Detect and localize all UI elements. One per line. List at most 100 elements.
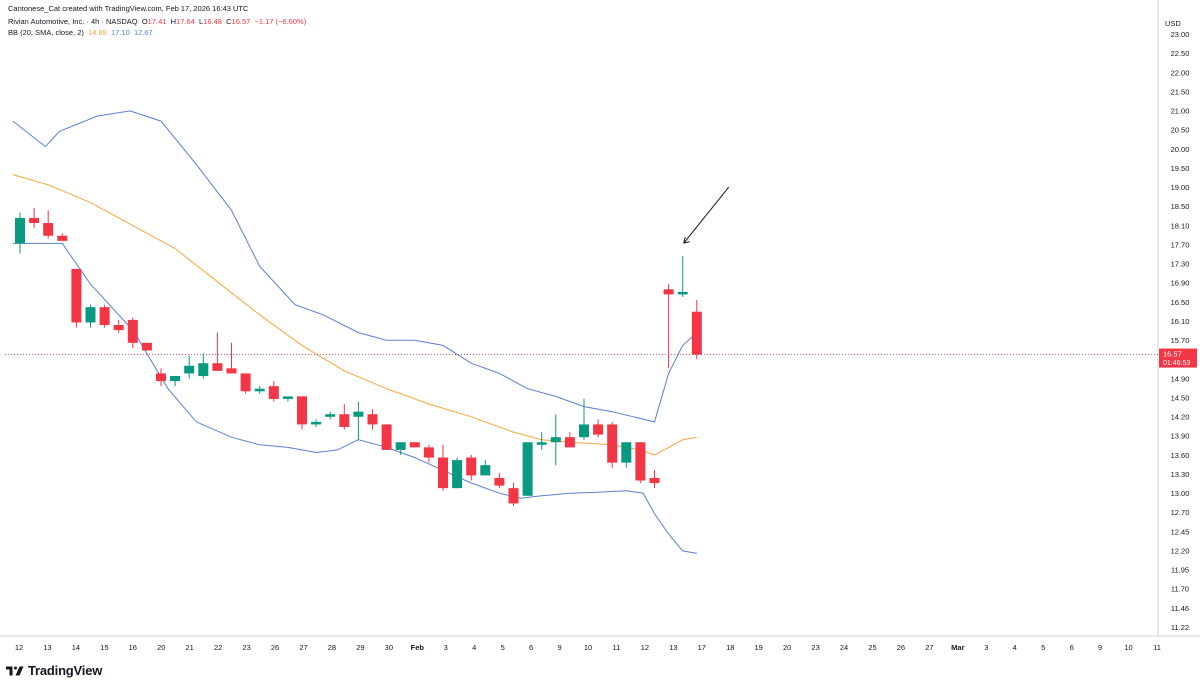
y-tick-label: 16.10 xyxy=(1171,317,1190,326)
y-tick-label: 11.46 xyxy=(1171,604,1189,613)
candle-body xyxy=(254,388,265,392)
y-tick-label: 13.00 xyxy=(1171,489,1190,498)
x-tick-label: 24 xyxy=(840,643,848,652)
candle-body xyxy=(226,368,237,374)
candle-body xyxy=(593,424,604,435)
candle-body xyxy=(43,223,54,236)
x-tick-label: 27 xyxy=(925,643,933,652)
candle-body xyxy=(564,437,575,448)
y-tick-label: 18.10 xyxy=(1171,221,1190,230)
brand-name: TradingView xyxy=(28,663,103,678)
tradingview-logo[interactable]: TradingView xyxy=(6,663,102,678)
y-tick-label: 23.00 xyxy=(1171,30,1190,39)
bb-lower-line xyxy=(12,242,697,554)
bb-upper-line xyxy=(12,110,698,423)
candle-body xyxy=(99,307,110,325)
x-tick-label: 21 xyxy=(186,643,194,652)
candle-body xyxy=(212,363,223,371)
bb-basis-value: 14.89 xyxy=(88,28,107,37)
x-tick-label: 10 xyxy=(1124,643,1132,652)
x-tick-label: 18 xyxy=(726,643,734,652)
x-tick-label: 22 xyxy=(214,643,222,652)
candle-body xyxy=(141,342,152,351)
y-tick-label: 19.50 xyxy=(1171,164,1190,173)
y-tick-label: 15.70 xyxy=(1171,336,1190,345)
y-tick-label: 16.90 xyxy=(1171,279,1190,288)
y-tick-label: 11.70 xyxy=(1171,585,1189,594)
candle-body xyxy=(423,447,434,458)
x-tick-label: 30 xyxy=(385,643,393,652)
high-label: H xyxy=(170,17,177,26)
candle-body xyxy=(198,363,209,376)
x-tick-label: 11 xyxy=(613,643,621,652)
x-tick-label: 6 xyxy=(1070,643,1074,652)
y-tick-label: 18.50 xyxy=(1171,202,1190,211)
candle-body xyxy=(353,411,364,417)
last-price-tag xyxy=(1159,348,1197,368)
y-tick-label: 22.00 xyxy=(1171,68,1190,77)
y-tick-label: 20.00 xyxy=(1171,145,1190,154)
y-tick-label: 13.90 xyxy=(1171,432,1190,441)
bb-label[interactable]: BB (20, SMA, close, 2) xyxy=(8,28,84,37)
x-tick-label: 15 xyxy=(100,643,108,652)
candle-body xyxy=(621,442,632,463)
y-tick-label: 22.50 xyxy=(1171,49,1190,58)
low-value: 16.48 xyxy=(203,17,222,26)
x-tick-label: 19 xyxy=(755,643,763,652)
candle-body xyxy=(649,477,660,484)
candle-body xyxy=(156,373,166,382)
tradingview-logo-icon xyxy=(6,666,24,675)
x-tick-label: 23 xyxy=(242,643,250,652)
candle-body xyxy=(367,414,378,425)
x-tick-label: 9 xyxy=(1098,643,1102,652)
y-tick-label: 12.45 xyxy=(1171,527,1190,536)
x-tick-label: 23 xyxy=(811,643,819,652)
y-tick-label: 16.50 xyxy=(1171,298,1190,307)
symbol-name[interactable]: Rivian Automotive, Inc. · 4h · NASDAQ xyxy=(8,17,138,26)
candle-body xyxy=(311,421,322,425)
candle-body xyxy=(395,442,406,450)
change-value: −1.17 (−6.60%) xyxy=(254,17,307,26)
open-label: O xyxy=(141,17,148,26)
candle-body xyxy=(452,460,463,489)
x-tick-label: 26 xyxy=(897,643,905,652)
x-tick-label: 14 xyxy=(72,643,80,652)
symbol-legend: Rivian Automotive, Inc. · 4h · NASDAQ O1… xyxy=(8,17,306,26)
y-tick-label: 13.60 xyxy=(1171,451,1190,460)
x-tick-label: 10 xyxy=(584,643,592,652)
candle-body xyxy=(409,442,420,448)
candle-body xyxy=(339,414,350,427)
candle-body xyxy=(438,457,448,489)
x-tick-label: 9 xyxy=(557,643,561,652)
currency-label[interactable]: USD xyxy=(1165,19,1181,28)
x-tick-label: 20 xyxy=(783,643,791,652)
x-tick-label: 4 xyxy=(472,643,476,652)
candle-body xyxy=(29,217,40,224)
x-tick-label: Mar xyxy=(951,643,964,652)
x-tick-label: 27 xyxy=(299,643,307,652)
candle-body xyxy=(85,307,96,323)
y-tick-label: 14.20 xyxy=(1171,413,1190,422)
candle-body xyxy=(635,442,646,481)
y-tick-label: 13.30 xyxy=(1171,470,1190,479)
x-tick-label: 16 xyxy=(129,643,137,652)
x-tick-label: 5 xyxy=(1041,643,1045,652)
candle-body xyxy=(522,442,533,496)
y-tick-label: 17.30 xyxy=(1171,260,1190,269)
x-tick-label: 29 xyxy=(356,643,364,652)
x-tick-label: Feb xyxy=(411,643,425,652)
close-value: 16.57 xyxy=(231,17,251,26)
bb-upper-value: 17.10 xyxy=(111,28,130,37)
y-tick-label: 12.70 xyxy=(1171,508,1190,517)
candle-body xyxy=(240,373,251,392)
y-tick-label: 17.70 xyxy=(1171,240,1190,249)
candle-body xyxy=(677,291,688,295)
x-tick-label: 5 xyxy=(501,643,505,652)
bar-countdown: 01:46:53 xyxy=(1163,360,1190,367)
annotation-arrow xyxy=(683,186,730,244)
open-value: 17.41 xyxy=(147,17,167,26)
chart-credit: Cantonese_Cat created with TradingView.c… xyxy=(8,4,249,13)
x-tick-label: 6 xyxy=(529,643,533,652)
x-tick-label: 3 xyxy=(984,643,988,652)
